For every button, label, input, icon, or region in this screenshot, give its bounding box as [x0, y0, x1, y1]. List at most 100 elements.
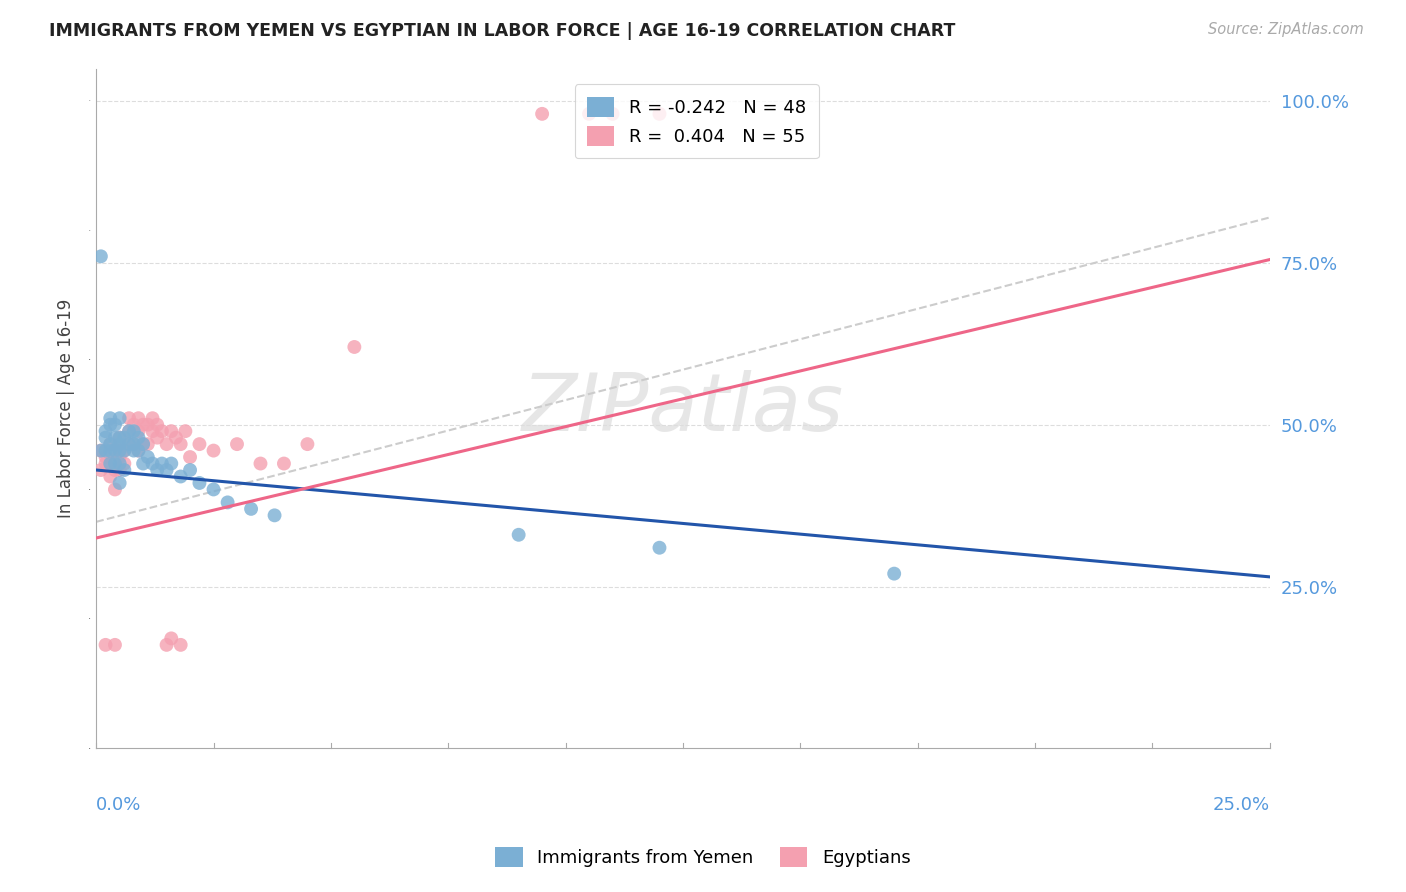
Point [90, 443, 112, 458]
Point [122, 417, 145, 432]
Point [263, 508, 285, 523]
Point [98, 469, 121, 483]
Point [136, 417, 159, 432]
Point [127, 443, 149, 458]
Point [108, 457, 131, 471]
Point [104, 431, 127, 445]
Text: 25.0%: 25.0% [1212, 796, 1270, 814]
Point [141, 457, 163, 471]
Text: Source: ZipAtlas.com: Source: ZipAtlas.com [1208, 22, 1364, 37]
Point [94, 457, 117, 471]
Point [112, 443, 135, 458]
Point [150, 457, 173, 471]
Point [531, 107, 554, 121]
Point [112, 463, 135, 477]
Point [104, 638, 127, 652]
Point [90, 249, 112, 263]
Point [104, 463, 127, 477]
Point [127, 424, 149, 438]
Point [98, 457, 121, 471]
Point [98, 417, 121, 432]
Point [170, 437, 193, 451]
Point [108, 431, 131, 445]
Point [240, 501, 263, 516]
Point [508, 528, 530, 542]
Point [118, 437, 141, 451]
Point [108, 463, 131, 477]
Point [150, 424, 173, 438]
Point [141, 424, 163, 438]
Point [188, 437, 211, 451]
Point [108, 450, 131, 464]
Point [179, 463, 201, 477]
Point [179, 450, 201, 464]
Point [136, 450, 159, 464]
Point [174, 424, 197, 438]
Point [108, 443, 131, 458]
Point [104, 443, 127, 458]
Point [112, 457, 135, 471]
Point [122, 443, 145, 458]
Point [98, 411, 121, 425]
Point [108, 437, 131, 451]
Point [202, 483, 225, 497]
Point [108, 411, 131, 425]
Y-axis label: In Labor Force | Age 16-19: In Labor Force | Age 16-19 [58, 299, 75, 518]
Point [98, 443, 121, 458]
Point [94, 443, 117, 458]
Text: IMMIGRANTS FROM YEMEN VS EGYPTIAN IN LABOR FORCE | AGE 16-19 CORRELATION CHART: IMMIGRANTS FROM YEMEN VS EGYPTIAN IN LAB… [49, 22, 956, 40]
Point [188, 475, 211, 490]
Point [578, 107, 600, 121]
Point [118, 424, 141, 438]
Point [155, 638, 177, 652]
Point [249, 457, 271, 471]
Point [141, 411, 163, 425]
Point [160, 424, 183, 438]
Point [94, 638, 117, 652]
Point [602, 107, 624, 121]
Point [343, 340, 366, 354]
Point [155, 463, 177, 477]
Point [273, 457, 295, 471]
Point [170, 469, 193, 483]
Point [127, 411, 149, 425]
Point [122, 437, 145, 451]
Point [165, 431, 187, 445]
Text: ZIPatlas: ZIPatlas [522, 369, 844, 448]
Point [118, 437, 141, 451]
Point [202, 443, 225, 458]
Point [94, 431, 117, 445]
Point [155, 437, 177, 451]
Point [146, 463, 169, 477]
Point [118, 411, 141, 425]
Text: 0.0%: 0.0% [96, 796, 142, 814]
Point [108, 431, 131, 445]
Point [98, 437, 121, 451]
Point [132, 437, 155, 451]
Point [108, 443, 131, 458]
Point [160, 457, 183, 471]
Point [108, 475, 131, 490]
Point [94, 424, 117, 438]
Point [112, 431, 135, 445]
Point [118, 424, 141, 438]
Point [104, 483, 127, 497]
Point [127, 431, 149, 445]
Point [90, 443, 112, 458]
Legend: Immigrants from Yemen, Egyptians: Immigrants from Yemen, Egyptians [488, 839, 918, 874]
Point [98, 437, 121, 451]
Point [297, 437, 319, 451]
Point [132, 417, 155, 432]
Point [104, 417, 127, 432]
Legend: R = -0.242   N = 48, R =  0.404   N = 55: R = -0.242 N = 48, R = 0.404 N = 55 [575, 85, 818, 159]
Point [648, 541, 671, 555]
Point [104, 457, 127, 471]
Point [217, 495, 239, 509]
Point [90, 463, 112, 477]
Point [170, 638, 193, 652]
Point [112, 443, 135, 458]
Point [132, 457, 155, 471]
Point [94, 450, 117, 464]
Point [146, 417, 169, 432]
Point [226, 437, 249, 451]
